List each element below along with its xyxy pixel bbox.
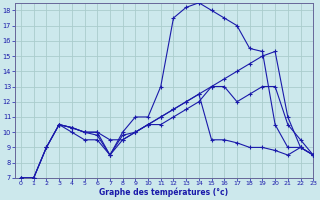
X-axis label: Graphe des températures (°c): Graphe des températures (°c) — [100, 188, 228, 197]
